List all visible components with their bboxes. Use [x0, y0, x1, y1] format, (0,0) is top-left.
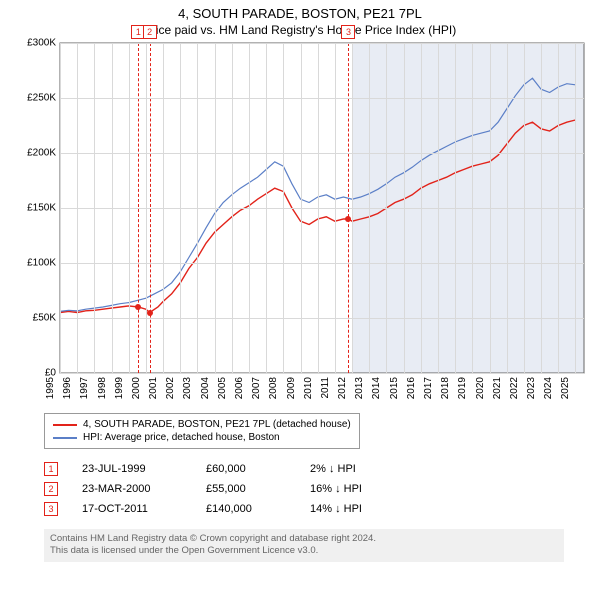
x-gridline: [232, 43, 233, 373]
y-tick-label: £100K: [0, 258, 56, 269]
x-gridline: [301, 43, 302, 373]
y-gridline: [60, 208, 584, 209]
x-gridline: [94, 43, 95, 373]
sale-row: 2 23-MAR-2000 £55,000 16% ↓ HPI: [44, 479, 600, 499]
y-gridline: [60, 263, 584, 264]
y-gridline: [60, 318, 584, 319]
x-gridline: [369, 43, 370, 373]
legend: 4, SOUTH PARADE, BOSTON, PE21 7PL (detac…: [44, 413, 360, 449]
x-gridline: [180, 43, 181, 373]
x-gridline: [524, 43, 525, 373]
x-gridline: [266, 43, 267, 373]
sale-date: 23-JUL-1999: [82, 463, 182, 475]
sale-price: £60,000: [206, 463, 286, 475]
sale-row-marker: 2: [44, 482, 58, 496]
sale-date: 23-MAR-2000: [82, 483, 182, 495]
x-gridline: [146, 43, 147, 373]
sales-table: 1 23-JUL-1999 £60,000 2% ↓ HPI 2 23-MAR-2000 £…: [44, 459, 600, 519]
y-tick-label: £250K: [0, 93, 56, 104]
x-gridline: [558, 43, 559, 373]
legend-item: HPI: Average price, detached house, Bost…: [53, 431, 351, 444]
chart: 123 £0£50K£100K£150K£200K£250K£300K19951…: [36, 43, 596, 403]
x-gridline: [472, 43, 473, 373]
footnote: Contains HM Land Registry data © Crown c…: [44, 529, 564, 562]
y-gridline: [60, 43, 584, 44]
page-subtitle: Price paid vs. HM Land Registry's House …: [0, 21, 600, 43]
x-gridline: [490, 43, 491, 373]
sale-row: 1 23-JUL-1999 £60,000 2% ↓ HPI: [44, 459, 600, 479]
y-gridline: [60, 98, 584, 99]
x-gridline: [507, 43, 508, 373]
sale-date: 17-OCT-2011: [82, 503, 182, 515]
sale-delta: 2% ↓ HPI: [310, 463, 400, 475]
sale-point: [345, 216, 351, 222]
x-gridline: [318, 43, 319, 373]
page-title: 4, SOUTH PARADE, BOSTON, PE21 7PL: [0, 0, 600, 21]
footnote-line: This data is licensed under the Open Gov…: [50, 545, 558, 557]
legend-label: 4, SOUTH PARADE, BOSTON, PE21 7PL (detac…: [83, 419, 351, 430]
x-gridline: [575, 43, 576, 373]
sale-point: [135, 304, 141, 310]
sale-row-marker: 1: [44, 462, 58, 476]
sale-price: £140,000: [206, 503, 286, 515]
x-gridline: [455, 43, 456, 373]
x-gridline: [541, 43, 542, 373]
sale-marker-box: 2: [143, 25, 157, 39]
y-gridline: [60, 153, 584, 154]
x-gridline: [386, 43, 387, 373]
sale-delta: 14% ↓ HPI: [310, 503, 400, 515]
legend-swatch: [53, 424, 77, 426]
sale-point: [147, 310, 153, 316]
y-tick-label: £200K: [0, 148, 56, 159]
y-gridline: [60, 373, 584, 374]
x-gridline: [352, 43, 353, 373]
legend-item: 4, SOUTH PARADE, BOSTON, PE21 7PL (detac…: [53, 418, 351, 431]
legend-swatch: [53, 437, 77, 439]
sale-price: £55,000: [206, 483, 286, 495]
y-tick-label: £150K: [0, 203, 56, 214]
legend-label: HPI: Average price, detached house, Bost…: [83, 432, 280, 443]
x-gridline: [163, 43, 164, 373]
sale-row: 3 17-OCT-2011 £140,000 14% ↓ HPI: [44, 499, 600, 519]
y-tick-label: £300K: [0, 38, 56, 49]
footnote-line: Contains HM Land Registry data © Crown c…: [50, 533, 558, 545]
x-gridline: [421, 43, 422, 373]
x-gridline: [197, 43, 198, 373]
x-gridline: [129, 43, 130, 373]
x-gridline: [438, 43, 439, 373]
x-gridline: [283, 43, 284, 373]
x-gridline: [60, 43, 61, 373]
y-tick-label: £50K: [0, 313, 56, 324]
x-gridline: [249, 43, 250, 373]
sale-row-marker: 3: [44, 502, 58, 516]
x-gridline: [404, 43, 405, 373]
x-gridline: [215, 43, 216, 373]
sale-delta: 16% ↓ HPI: [310, 483, 400, 495]
x-tick-label: 2025: [560, 377, 590, 399]
x-gridline: [77, 43, 78, 373]
x-gridline: [335, 43, 336, 373]
sale-marker-box: 3: [341, 25, 355, 39]
x-gridline: [112, 43, 113, 373]
